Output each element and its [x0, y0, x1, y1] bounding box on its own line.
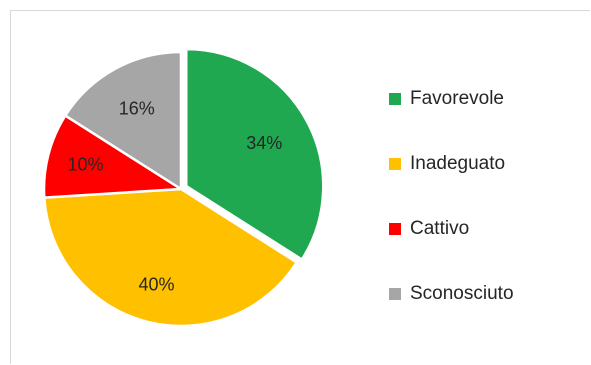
pie-chart: 34% 40% 10% 16% — [42, 47, 325, 328]
legend-label: Favorevole — [410, 88, 504, 109]
pie-label-cattivo: 10% — [67, 154, 103, 174]
pie-slices — [42, 47, 325, 328]
pie-labels: 34% 40% 10% 16% — [67, 99, 282, 295]
legend-swatch — [389, 288, 401, 300]
chart-frame: 34% 40% 10% 16% Favorevole Inadeguato Cattivo… — [10, 10, 590, 364]
pie-slice-inadeguato — [43, 187, 298, 328]
pie-slice-cattivo — [42, 114, 183, 199]
legend: Favorevole Inadeguato Cattivo Sconosciuto — [389, 89, 589, 304]
pie-label-sconosciuto: 16% — [119, 99, 155, 119]
legend-label: Sconosciuto — [410, 283, 514, 304]
legend-label: Inadeguato — [410, 153, 506, 174]
legend-item-favorevole: Favorevole — [389, 89, 589, 109]
pie-label-favorevole: 34% — [246, 133, 282, 153]
legend-label: Cattivo — [410, 218, 470, 239]
legend-swatch — [389, 93, 401, 105]
legend-item-cattivo: Cattivo — [389, 219, 589, 239]
pie-slice-favorevole — [185, 47, 325, 261]
pie-label-inadeguato: 40% — [138, 275, 174, 295]
legend-item-inadeguato: Inadeguato — [389, 154, 589, 174]
legend-swatch — [389, 158, 401, 170]
legend-item-sconosciuto: Sconosciuto — [389, 284, 589, 304]
pie-slice-sconosciuto — [64, 50, 183, 191]
legend-swatch — [389, 223, 401, 235]
